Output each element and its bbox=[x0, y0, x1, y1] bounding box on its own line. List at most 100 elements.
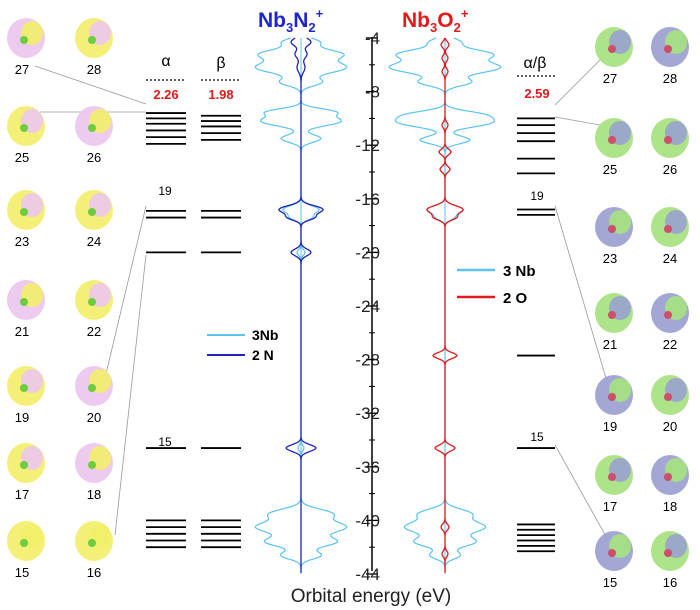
right-orbital-28: 28 bbox=[651, 27, 689, 86]
alpha-gap-value: 2.26 bbox=[153, 87, 178, 102]
legend-right-o-label: 2 O bbox=[503, 290, 528, 307]
legend-right: 3 Nb 2 O bbox=[457, 263, 536, 307]
right-orbital-atom bbox=[664, 45, 672, 53]
dos-left-nb-curve bbox=[254, 37, 348, 573]
left-orbital-label: 15 bbox=[15, 565, 29, 580]
left-orbital-atom bbox=[20, 298, 28, 306]
legend-left-n-label: 2 N bbox=[252, 347, 274, 363]
right-orbital-19: 19 bbox=[595, 375, 633, 434]
left-orbital-26: 26 bbox=[75, 106, 113, 165]
right-orbital-atom bbox=[664, 136, 672, 144]
right-orbital-15: 15 bbox=[595, 531, 633, 590]
title-right-mid: O bbox=[437, 9, 453, 32]
right-orbital-24: 24 bbox=[651, 207, 689, 266]
connector-right-25 bbox=[554, 116, 601, 126]
axis-tick-label: -40 bbox=[355, 511, 380, 530]
orbital-images-left: 27 28 25 26 23 24 21 22 19 20 17 18 15 16 bbox=[7, 18, 113, 580]
left-orbital-atom bbox=[88, 539, 96, 547]
left-orbital-atom bbox=[88, 124, 96, 132]
title-left-mid: N bbox=[293, 9, 308, 32]
alpha-level-15-label: 15 bbox=[158, 435, 172, 449]
left-orbital-label: 18 bbox=[87, 487, 101, 502]
connector-right-27 bbox=[554, 59, 601, 106]
left-orbital-atom bbox=[88, 208, 96, 216]
left-orbital-18: 18 bbox=[75, 443, 113, 502]
alpha-beta-header: α/β bbox=[524, 55, 547, 72]
title-left-sub2: 2 bbox=[308, 20, 315, 35]
axis-tick-label: -32 bbox=[355, 404, 380, 423]
right-orbital-atom bbox=[608, 136, 616, 144]
left-orbital-28: 28 bbox=[75, 18, 113, 77]
right-orbital-atom bbox=[608, 45, 616, 53]
left-orbital-21: 21 bbox=[7, 280, 45, 339]
connector-lines bbox=[34, 59, 609, 541]
axis-tick-label: -20 bbox=[355, 243, 380, 262]
left-orbital-label: 23 bbox=[15, 234, 29, 249]
right-orbital-label: 23 bbox=[603, 251, 617, 266]
title-left-sub1: 3 bbox=[286, 20, 293, 35]
dos-right-o-curve bbox=[426, 37, 464, 573]
left-orbital-16: 16 bbox=[75, 521, 113, 580]
right-orbital-label: 18 bbox=[663, 499, 677, 514]
left-orbital-atom bbox=[20, 384, 28, 392]
axis-tick-label: -28 bbox=[355, 351, 380, 370]
left-orbital-atom bbox=[88, 298, 96, 306]
left-orbital-label: 16 bbox=[87, 565, 101, 580]
right-orbital-27: 27 bbox=[595, 27, 633, 86]
dos-right-nb3o2 bbox=[388, 37, 502, 574]
levels-right bbox=[517, 117, 555, 553]
left-orbital-label: 22 bbox=[87, 324, 101, 339]
right-orbital-atom bbox=[664, 311, 672, 319]
right-orbital-label: 17 bbox=[603, 499, 617, 514]
levels-left bbox=[146, 112, 241, 549]
right-orbital-label: 16 bbox=[663, 575, 677, 590]
right-orbital-22: 22 bbox=[651, 293, 689, 352]
right-orbital-atom bbox=[664, 549, 672, 557]
right-orbital-25: 25 bbox=[595, 118, 633, 177]
axis-tick-label: -24 bbox=[355, 297, 380, 316]
title-right-base: Nb bbox=[402, 9, 430, 32]
left-orbital-24: 24 bbox=[75, 190, 113, 249]
title-left-base: Nb bbox=[258, 9, 286, 32]
axis-tick-label: -12 bbox=[355, 136, 380, 155]
legend-left-nb-label: 3Nb bbox=[252, 327, 278, 343]
left-orbital-27: 27 bbox=[7, 18, 45, 77]
right-orbital-atom bbox=[664, 473, 672, 481]
left-orbital-atom bbox=[88, 461, 96, 469]
right-orbital-16: 16 bbox=[651, 531, 689, 590]
left-orbital-20: 20 bbox=[75, 366, 113, 425]
right-orbital-20: 20 bbox=[651, 375, 689, 434]
title-left-sup: + bbox=[316, 6, 324, 21]
title-right-sub2: 2 bbox=[454, 20, 461, 35]
left-orbital-25: 25 bbox=[7, 106, 45, 165]
right-orbital-atom bbox=[608, 225, 616, 233]
right-orbital-atom bbox=[608, 311, 616, 319]
right-orbital-21: 21 bbox=[595, 293, 633, 352]
right-level-15-label: 15 bbox=[530, 430, 544, 444]
axis-tick-label: -16 bbox=[355, 190, 380, 209]
right-orbital-18: 18 bbox=[651, 455, 689, 514]
dos-left-n-curve bbox=[277, 37, 325, 573]
axis-tick-label: -8 bbox=[365, 83, 380, 102]
title-right-sub1: 3 bbox=[430, 20, 437, 35]
right-orbital-label: 26 bbox=[663, 162, 677, 177]
right-orbital-atom bbox=[608, 473, 616, 481]
axis-label: Orbital energy (eV) bbox=[291, 586, 452, 607]
right-orbital-label: 25 bbox=[603, 162, 617, 177]
left-orbital-label: 19 bbox=[15, 410, 29, 425]
right-level-19-label: 19 bbox=[530, 189, 544, 203]
left-orbital-label: 24 bbox=[87, 234, 101, 249]
connector-20 bbox=[104, 205, 147, 379]
dos-left-nb3n2 bbox=[254, 37, 348, 574]
connector-right-15 bbox=[554, 444, 609, 541]
left-orbital-atom bbox=[20, 124, 28, 132]
right-orbital-atom bbox=[608, 393, 616, 401]
left-orbital-label: 27 bbox=[15, 62, 29, 77]
title-right-sup: + bbox=[461, 6, 469, 21]
left-orbital-atom bbox=[88, 36, 96, 44]
right-orbital-23: 23 bbox=[595, 207, 633, 266]
connector-27 bbox=[34, 65, 147, 105]
right-orbital-label: 27 bbox=[603, 71, 617, 86]
left-orbital-atom bbox=[88, 384, 96, 392]
alphabeta-gap-value: 2.59 bbox=[524, 86, 549, 101]
